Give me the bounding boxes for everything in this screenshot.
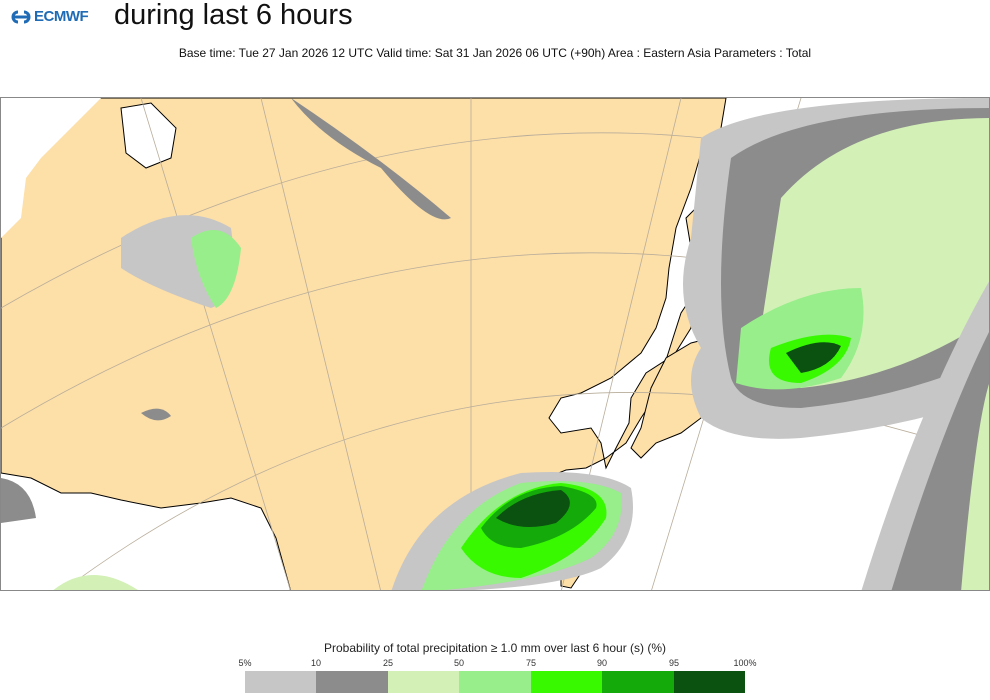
map-svg [1,98,989,590]
legend-tick: 10 [310,658,322,668]
legend-tick: 90 [596,658,608,668]
legend-swatch [459,671,531,693]
ecmwf-logo: ECMWF [10,8,89,25]
legend-tick: 100% [733,658,757,668]
legend-tick: 5% [238,658,252,668]
precip-low [1,98,989,590]
legend-swatch [530,671,603,693]
page-subtitle: Base time: Tue 27 Jan 2026 12 UTC Valid … [178,46,812,60]
legend-tick: 25 [382,658,394,668]
legend-tick: 95 [668,658,680,668]
page-title: during last 6 hours [114,0,353,31]
precipitation-probability-map [0,97,990,591]
legend-swatch [602,671,674,693]
legend-swatch [673,671,745,693]
legend-tick: 75 [525,658,537,668]
logo-text: ECMWF [34,8,89,25]
legend-title: Probability of total precipitation ≥ 1.0… [323,641,667,655]
ecmwf-logo-icon [11,10,31,23]
legend-swatch [316,671,388,693]
legend-tick: 50 [453,658,465,668]
legend-swatch [245,671,317,693]
legend-swatch [387,671,460,693]
legend-color-bar [245,671,745,693]
